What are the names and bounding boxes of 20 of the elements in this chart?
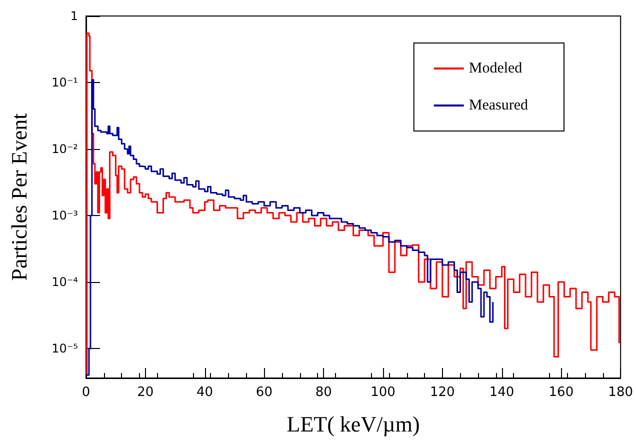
x-tick-label: 60 (256, 385, 272, 400)
x-tick-label: 180 (608, 385, 634, 400)
x-tick-label: 120 (430, 385, 455, 400)
x-axis-title: LET( keV/µm) (286, 412, 420, 436)
legend-label: Measured (468, 98, 528, 114)
x-tick-label: 0 (82, 385, 90, 400)
x-tick-label: 80 (315, 385, 332, 400)
legend-label: Modeled (468, 60, 523, 76)
x-tick-label: 40 (196, 385, 214, 400)
y-tick-label: 10⁻³ (52, 208, 78, 222)
y-tick-label: 1 (70, 9, 78, 23)
y-axis-title: Particles Per Event (6, 113, 32, 281)
y-tick-label: 10⁻² (52, 142, 78, 156)
x-tick-label: 140 (489, 385, 514, 400)
x-tick-label: 160 (548, 385, 574, 400)
y-tick-label: 10⁻⁴ (52, 274, 78, 289)
y-tick-label: 10⁻⁵ (52, 341, 78, 356)
x-tick-label: 20 (137, 385, 154, 400)
x-tick-label: 100 (370, 385, 396, 400)
y-tick-label: 10⁻¹ (52, 76, 78, 90)
